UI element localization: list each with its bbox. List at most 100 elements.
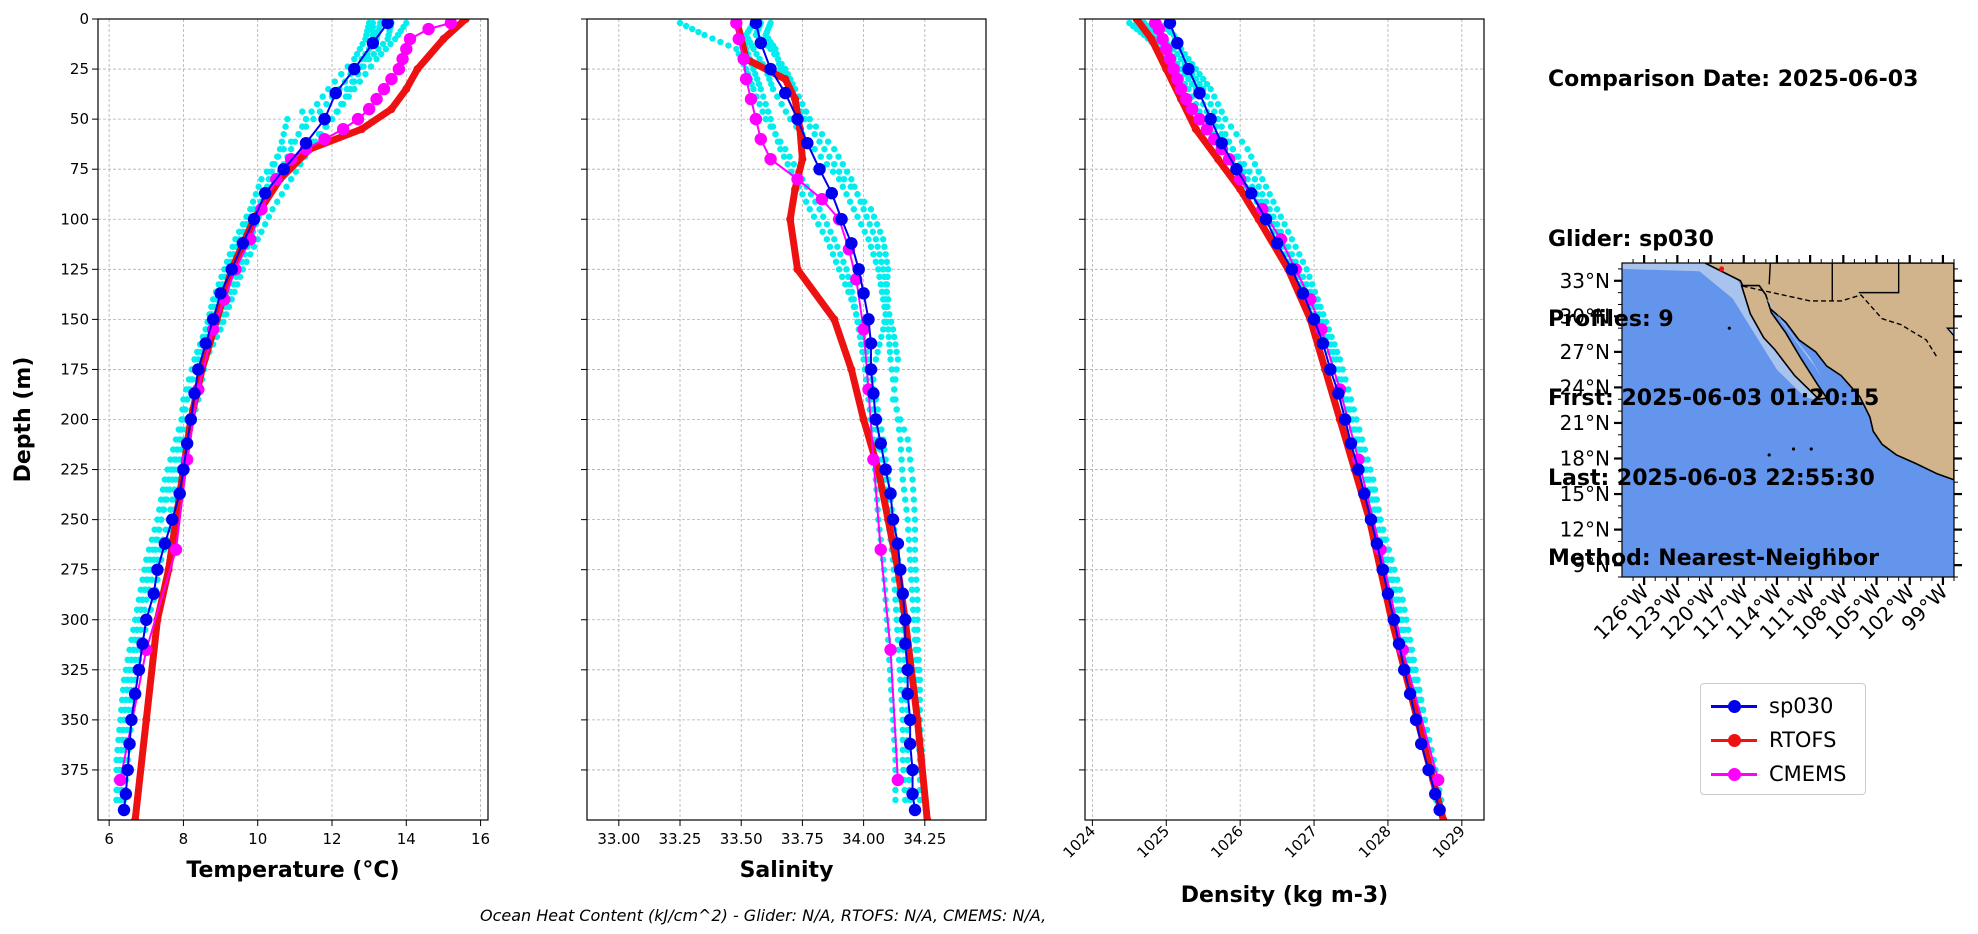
glider-point [898, 706, 906, 714]
glider-point [1353, 416, 1360, 423]
series-point-sp030 [136, 637, 149, 650]
glider-profile-3 [117, 19, 395, 804]
glider-point [879, 236, 887, 243]
series-point-sp030 [1270, 237, 1284, 250]
glider-point [119, 726, 127, 734]
glider-point [1262, 198, 1270, 205]
glider-point [766, 75, 773, 83]
x-tick-label: 10 [248, 830, 267, 848]
series-point-cmems [370, 92, 383, 106]
glider-point [903, 506, 910, 513]
glider-point [359, 40, 366, 48]
glider-point [823, 160, 831, 168]
glider-point [163, 486, 170, 493]
glider-point [878, 333, 885, 341]
glider-point [284, 115, 291, 123]
glider-point [909, 476, 916, 483]
series-point-rtofs [859, 415, 868, 424]
series-point-rtofs [786, 215, 795, 224]
glider-point [867, 243, 875, 250]
glider-point [1246, 168, 1253, 175]
glider-point [1328, 333, 1335, 341]
glider-point [911, 546, 919, 553]
glider-point [886, 348, 894, 356]
legend-label-cmems: CMEMS [1769, 762, 1847, 786]
glider-point [131, 636, 139, 643]
glider-profile-3 [752, 19, 909, 804]
glider-point [818, 130, 826, 138]
glider-point [884, 266, 892, 273]
glider-point [1399, 596, 1406, 603]
glider-point [826, 153, 833, 160]
glider-point [899, 726, 906, 734]
glider-point [342, 93, 350, 100]
glider-point [130, 646, 137, 653]
glider-point [1259, 176, 1266, 183]
glider-point [820, 213, 827, 220]
glider-point [283, 183, 290, 190]
y-tick-label: 200 [60, 411, 89, 429]
legend-item-cmems: CMEMS [1711, 759, 1847, 789]
glider-point [914, 616, 921, 623]
series-point-sp030 [180, 437, 194, 450]
glider-point [810, 213, 818, 220]
series-point-cmems [1233, 173, 1247, 186]
lat-label: 21°N [1560, 411, 1610, 435]
glider-point [869, 228, 876, 235]
glider-point [843, 191, 850, 198]
glider-point [865, 236, 872, 243]
glider-point [845, 288, 852, 296]
glider-point [840, 176, 848, 183]
series-point-sp030 [864, 337, 878, 350]
y-tick-label: 100 [60, 210, 89, 228]
series-point-cmems [1167, 62, 1180, 76]
glider-point [1292, 243, 1299, 250]
glider-point [902, 796, 909, 804]
glider-point [1403, 616, 1410, 623]
glider-point [863, 213, 870, 220]
y-tick-label: 150 [60, 310, 89, 328]
series-point-cmems [749, 112, 763, 126]
glider-profile-5 [762, 19, 926, 804]
glider-point [790, 160, 798, 168]
map-area [1622, 263, 1954, 577]
glider-point [914, 626, 921, 633]
glider-point [837, 251, 844, 258]
glider-point [894, 626, 901, 633]
series-point-sp030 [119, 787, 133, 801]
glider-name: Glider: sp030 [1548, 226, 1714, 252]
series-point-rtofs [1191, 125, 1200, 134]
glider-point [891, 333, 898, 341]
glider-point [840, 258, 847, 266]
series-point-sp030 [366, 36, 380, 50]
glider-point [773, 50, 780, 58]
series-point-cmems [1431, 773, 1445, 787]
glider-point [252, 191, 260, 198]
glider-point [892, 786, 899, 794]
glider-point [122, 696, 130, 704]
glider-point [1296, 251, 1303, 258]
series-point-sp030 [1409, 713, 1423, 727]
glider-point [861, 198, 868, 205]
series-point-cmems [764, 152, 777, 166]
glider-point [178, 416, 185, 423]
glider-point [845, 273, 852, 281]
series-point-sp030 [906, 787, 919, 801]
glider-point [278, 191, 286, 198]
glider-point [872, 356, 880, 363]
glider-point [124, 676, 131, 684]
glider-point [282, 123, 289, 130]
series-point-sp030 [901, 663, 914, 677]
glider-point [271, 160, 278, 168]
island [1727, 326, 1731, 330]
y-ticks [581, 18, 587, 771]
y-tick-label: 25 [70, 60, 89, 78]
glider-point [161, 496, 169, 503]
glider-point [905, 776, 913, 784]
gulf-of-mexico-edge [1945, 327, 1954, 419]
glider-point [816, 206, 823, 213]
glider-point [1369, 476, 1377, 483]
glider-point [1200, 75, 1207, 83]
glider-point [895, 656, 903, 663]
glider-point [898, 456, 905, 463]
